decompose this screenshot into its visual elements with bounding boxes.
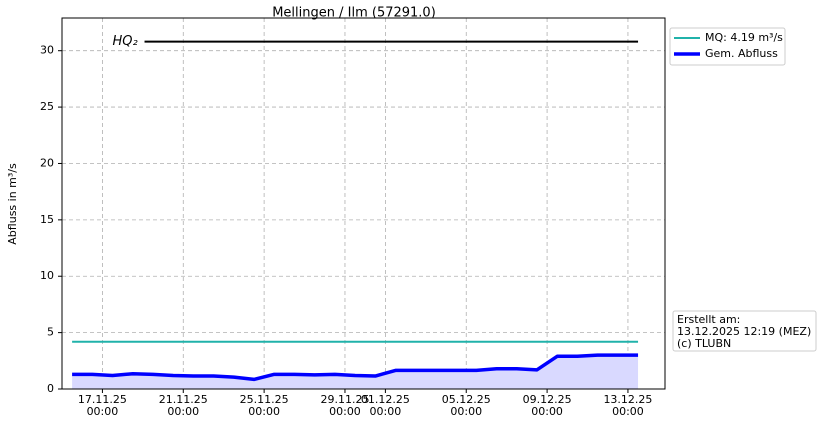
chart-title: Mellingen / Ilm (57291.0) [272,6,436,21]
y-tick-label: 25 [40,100,54,113]
line [72,353,639,382]
area [72,355,639,389]
plot-frame [61,17,666,390]
y-tick-label: 10 [40,269,54,282]
y-tick-label: 5 [47,326,54,339]
x-tick-label: 21.11.25 00:00 [158,393,208,418]
legend-label: MQ: 4.19 m³/s [705,31,783,44]
legend-label: Gem. Abfluss [705,47,778,60]
x-tick-label: 25.11.25 00:00 [239,393,289,418]
x-tick-label: 01.12.25 00:00 [360,393,410,418]
y-tick-label: 20 [40,156,54,169]
x-tick-label: 13.12.25 00:00 [603,393,653,418]
x-tick-label: 17.11.25 00:00 [77,393,127,418]
hq-label: HQ₂ [113,34,138,49]
y-axis-label: Abfluss in m³/s [6,163,19,245]
x-tick-label: 09.12.25 00:00 [522,393,572,418]
x-tick-label: 05.12.25 00:00 [441,393,491,418]
y-tick-label: 30 [40,44,54,57]
note-box [672,310,817,352]
note: Erstellt am: 13.12.2025 12:19 (MEZ) (c) … [677,313,812,350]
x-tick-label: 29.11.25 00:00 [320,393,370,418]
y-tick-label: 0 [47,382,54,395]
y-tick-label: 15 [40,213,54,226]
